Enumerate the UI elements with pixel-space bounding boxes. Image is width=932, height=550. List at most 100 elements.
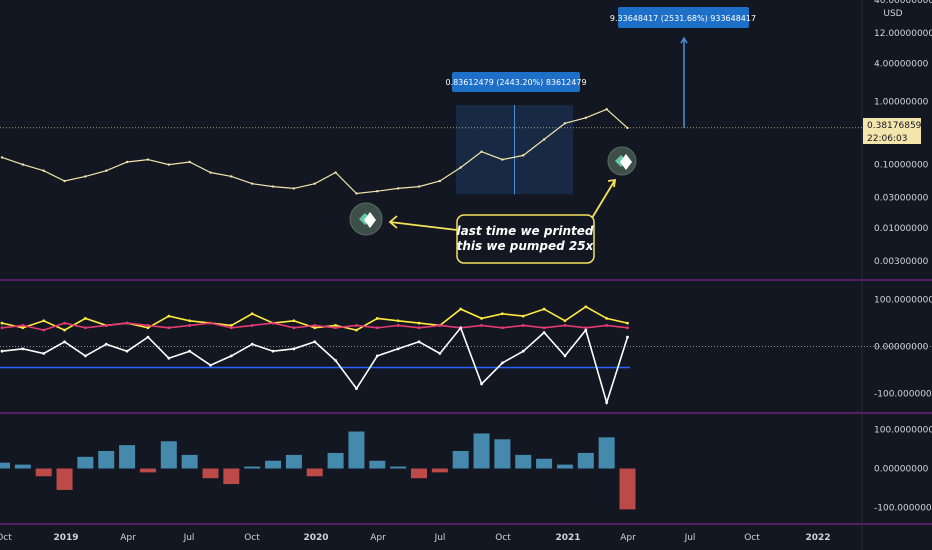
oscillator-point [63,328,66,332]
oscillator-point [146,335,150,339]
time-tick-label: Oct [495,533,511,543]
time-tick-label: 2021 [555,533,580,543]
histogram-bar[interactable] [0,462,10,469]
histogram-bar[interactable] [556,464,573,469]
price-point [209,171,212,174]
price-point [355,192,358,195]
histogram-bar[interactable] [515,454,532,469]
histogram-pane[interactable] [0,431,636,510]
histogram-bar[interactable] [160,441,177,469]
oscillator-point [334,326,337,330]
histogram-bar[interactable] [598,437,615,469]
oscillator-point [584,328,588,332]
signal-marker-2021-diamond-2 [620,154,632,170]
histogram-bar[interactable] [14,464,31,469]
annotation-arrow-right [591,178,617,219]
oscillator-point [626,326,629,330]
measure-arrow-2-head [680,36,688,44]
histogram-bar[interactable] [369,460,386,469]
histogram-bar[interactable] [390,466,407,469]
oscillator-point [125,321,129,325]
oscillator-point [563,319,567,323]
oscillator-point [459,307,463,311]
oscillator-point [438,324,442,327]
histogram-axis[interactable]: 100.00000000 0.00000000 -100.00000000 [874,426,932,514]
time-tick-label: Jul [434,533,446,543]
histogram-bar[interactable] [223,468,240,485]
histogram-bar[interactable] [244,466,261,469]
oscillator-pane[interactable] [0,305,932,406]
oscillator-point [626,321,629,325]
histogram-bar[interactable] [327,452,344,469]
oscillator-point [542,326,546,330]
oscillator-axis[interactable]: 100.00000000 0.00000000 -100.00000000 [874,296,932,400]
oscillator-point [584,326,588,330]
histogram-bar[interactable] [119,445,136,469]
oscillator-point [292,326,296,330]
oscillator-point [167,356,171,360]
histogram-bar[interactable] [411,468,427,479]
annotation-line-1: last time we printed [457,224,594,238]
histogram-bar[interactable] [202,468,219,479]
oscillator-point [313,324,317,327]
histogram-bar[interactable] [77,456,94,469]
histogram-bar[interactable] [285,454,302,469]
time-tick-label: Oct [744,533,760,543]
oscillator-point [188,349,192,353]
histogram-bar[interactable] [619,468,636,510]
oscillator-point [521,349,525,353]
price-point [21,163,25,166]
signal-marker-2020-diamond-2 [364,212,376,228]
histogram-bar[interactable] [494,439,511,469]
histogram-bar[interactable] [139,468,156,473]
histogram-bar[interactable] [473,433,490,469]
histogram-bar[interactable] [181,454,198,469]
time-tick-label: Apr [120,533,136,543]
histogram-bar[interactable] [56,468,73,490]
annotation-note-box [456,214,595,264]
oscillator-point [209,321,212,325]
price-axis[interactable]: 40.00000000 12.00000000 4.00000000 1.000000… [874,0,932,267]
time-tick-label: Oct [0,533,12,543]
oscillator-point [355,324,358,327]
oscillator-point [167,326,171,330]
oscillator-point [104,342,108,346]
measure-label-2-text: 9.33648417 (2531.68%) 933648417 [610,14,756,23]
oscillator-point [21,347,25,351]
oscillator-point [417,326,421,330]
oscillator-point [42,328,46,332]
oscillator-point [167,314,171,318]
histogram-bar[interactable] [536,458,553,469]
measure-label-2-bg [618,7,749,28]
price-point [146,158,150,161]
oscillator-point [563,354,567,358]
oscillator-point [0,321,4,325]
oscillator-point [459,326,463,330]
oscillator-point [104,324,108,327]
oscillator-point [334,324,337,327]
histogram-bar[interactable] [577,452,594,469]
histogram-bar[interactable] [452,450,469,469]
oscillator-point [375,354,379,358]
oscillator-point [0,326,4,330]
time-axis[interactable]: Oct 2019 Apr Jul Oct 2020 Apr Jul Oct 2021 Apr Jul O… [0,533,831,543]
price-pane[interactable]: 0.83612479 (2443.20%) 83612479 9.33648417… [0,7,862,264]
price-point [438,179,442,183]
price-point [334,171,337,174]
histogram-tick-label: -100.00000000 [874,503,932,513]
time-tick-label: 2020 [303,533,328,543]
histogram-bar[interactable] [98,450,115,469]
oscillator-point [229,324,233,327]
price-point [313,182,316,185]
histogram-bar[interactable] [431,468,448,473]
price-point [501,158,504,161]
histogram-bar[interactable] [265,460,282,469]
oscillator-point [417,340,421,344]
histogram-bar[interactable] [35,468,52,477]
histogram-bar[interactable] [306,468,323,477]
histogram-bar[interactable] [348,431,365,469]
oscillator-point [313,326,317,330]
oscillator-point [63,321,66,325]
